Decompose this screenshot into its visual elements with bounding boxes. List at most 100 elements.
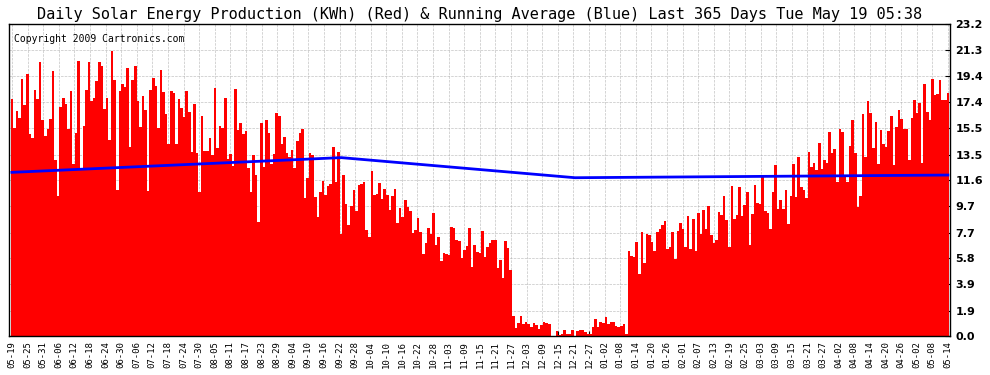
Bar bbox=[921, 162, 924, 336]
Bar bbox=[597, 327, 600, 336]
Bar bbox=[895, 127, 898, 336]
Bar bbox=[679, 224, 682, 336]
Bar bbox=[843, 175, 846, 336]
Bar bbox=[638, 274, 641, 336]
Bar bbox=[438, 237, 440, 336]
Bar bbox=[435, 245, 438, 336]
Bar bbox=[29, 134, 32, 336]
Bar bbox=[785, 190, 787, 336]
Bar bbox=[433, 213, 435, 336]
Bar bbox=[816, 170, 818, 336]
Bar bbox=[24, 105, 26, 336]
Bar bbox=[80, 170, 82, 336]
Bar bbox=[430, 234, 433, 336]
Bar bbox=[666, 249, 669, 336]
Bar bbox=[545, 323, 548, 336]
Bar bbox=[818, 143, 821, 336]
Bar bbox=[558, 335, 561, 336]
Bar bbox=[481, 231, 484, 336]
Bar bbox=[861, 114, 864, 336]
Bar bbox=[214, 88, 217, 336]
Bar bbox=[594, 319, 597, 336]
Bar bbox=[739, 187, 741, 336]
Bar bbox=[293, 168, 296, 336]
Bar bbox=[217, 148, 219, 336]
Bar bbox=[805, 198, 808, 336]
Bar bbox=[72, 164, 75, 336]
Bar bbox=[610, 322, 613, 336]
Bar bbox=[443, 253, 446, 336]
Text: Copyright 2009 Cartronics.com: Copyright 2009 Cartronics.com bbox=[14, 34, 184, 44]
Bar bbox=[42, 120, 45, 336]
Bar bbox=[746, 192, 748, 336]
Bar bbox=[257, 222, 260, 336]
Bar bbox=[103, 109, 106, 336]
Bar bbox=[618, 327, 620, 336]
Bar bbox=[108, 140, 111, 336]
Bar bbox=[880, 130, 882, 336]
Bar bbox=[530, 327, 533, 336]
Bar bbox=[684, 247, 687, 336]
Bar bbox=[908, 160, 911, 336]
Bar bbox=[494, 240, 497, 336]
Bar bbox=[185, 90, 188, 336]
Bar bbox=[386, 195, 389, 336]
Bar bbox=[491, 240, 494, 336]
Bar bbox=[391, 196, 394, 336]
Bar bbox=[417, 218, 420, 336]
Bar bbox=[924, 84, 926, 336]
Bar bbox=[460, 258, 463, 336]
Bar bbox=[661, 225, 663, 336]
Bar bbox=[517, 322, 520, 336]
Bar bbox=[119, 92, 121, 336]
Bar bbox=[499, 260, 502, 336]
Bar bbox=[541, 326, 543, 336]
Bar bbox=[689, 249, 692, 336]
Bar bbox=[764, 211, 766, 336]
Bar bbox=[663, 221, 666, 336]
Bar bbox=[338, 152, 340, 336]
Bar bbox=[178, 99, 180, 336]
Bar bbox=[21, 79, 24, 336]
Bar bbox=[452, 228, 455, 336]
Bar bbox=[85, 90, 88, 336]
Bar bbox=[45, 136, 47, 336]
Bar bbox=[286, 153, 288, 336]
Bar bbox=[777, 209, 779, 336]
Bar bbox=[242, 134, 245, 336]
Bar bbox=[682, 229, 684, 336]
Bar bbox=[402, 217, 404, 336]
Bar bbox=[900, 118, 903, 336]
Bar bbox=[407, 207, 409, 336]
Bar bbox=[520, 316, 523, 336]
Bar bbox=[409, 210, 412, 336]
Bar bbox=[882, 144, 885, 336]
Bar bbox=[715, 240, 718, 336]
Bar bbox=[142, 96, 145, 336]
Bar bbox=[335, 182, 338, 336]
Bar bbox=[864, 157, 867, 336]
Bar bbox=[650, 242, 653, 336]
Bar bbox=[62, 98, 64, 336]
Bar bbox=[157, 128, 159, 336]
Bar bbox=[19, 118, 21, 336]
Bar bbox=[465, 246, 468, 336]
Bar bbox=[798, 158, 800, 336]
Bar bbox=[420, 232, 422, 336]
Bar bbox=[692, 219, 695, 336]
Bar bbox=[792, 164, 795, 336]
Bar bbox=[633, 257, 636, 336]
Bar bbox=[352, 190, 355, 336]
Bar bbox=[399, 208, 402, 336]
Bar bbox=[911, 118, 913, 336]
Bar bbox=[497, 268, 499, 336]
Bar bbox=[903, 129, 906, 336]
Bar bbox=[340, 234, 343, 336]
Bar bbox=[563, 330, 566, 336]
Bar bbox=[489, 243, 491, 336]
Bar bbox=[415, 230, 417, 336]
Bar bbox=[124, 87, 127, 336]
Bar bbox=[877, 164, 880, 336]
Bar bbox=[736, 214, 739, 336]
Bar bbox=[561, 334, 563, 336]
